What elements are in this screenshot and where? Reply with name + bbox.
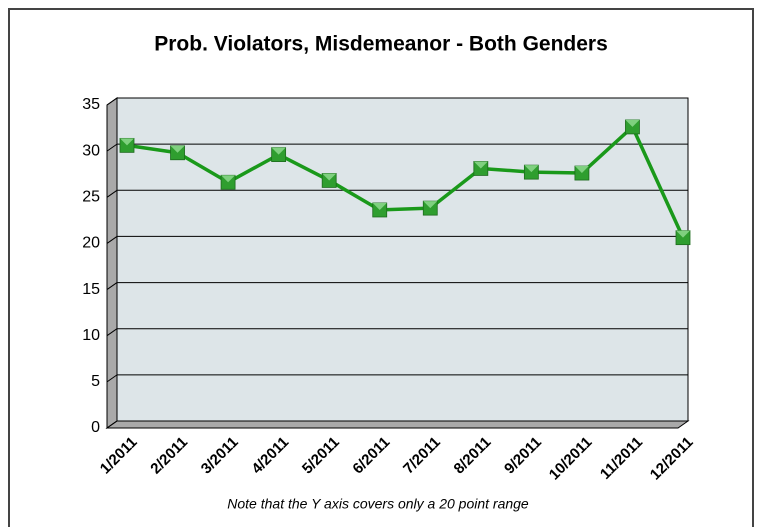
marker-shade <box>322 173 337 181</box>
marker-shade <box>221 175 236 183</box>
y-tick-label: 20 <box>82 235 100 252</box>
y-tick-label: 30 <box>82 142 100 159</box>
note: Note that the Y axis covers only a 20 po… <box>227 496 529 512</box>
grid-line <box>106 143 118 152</box>
y-tick-label: 10 <box>82 327 100 344</box>
marker-shade <box>170 145 185 153</box>
y-tick-label: 0 <box>91 419 100 436</box>
grid-line <box>106 236 118 244</box>
y-tick-label: 5 <box>91 373 100 390</box>
line <box>126 125 685 239</box>
marker-shade <box>676 230 690 238</box>
plot-back <box>116 97 689 422</box>
grid-line <box>106 282 118 290</box>
grid-line <box>106 374 118 383</box>
grid-line <box>106 420 118 429</box>
y-tick-label: 15 <box>82 281 100 298</box>
grid-line <box>106 97 118 106</box>
marker-shade <box>120 138 134 146</box>
marker-shade <box>574 166 589 174</box>
marker-shade <box>372 202 387 210</box>
plot-floor <box>105 420 690 429</box>
chart-title: Prob. Violators, Misdemeanor - Both Gend… <box>154 33 608 56</box>
marker-shade <box>524 165 539 173</box>
marker-shade <box>271 147 286 155</box>
marker-shade <box>423 201 438 209</box>
y-tick-label: 25 <box>82 189 100 206</box>
grid-line <box>106 189 118 198</box>
y-tick-label: 35 <box>82 96 100 113</box>
marker-shade <box>625 119 640 127</box>
marker-shade <box>473 161 488 169</box>
grid-line <box>106 328 118 337</box>
